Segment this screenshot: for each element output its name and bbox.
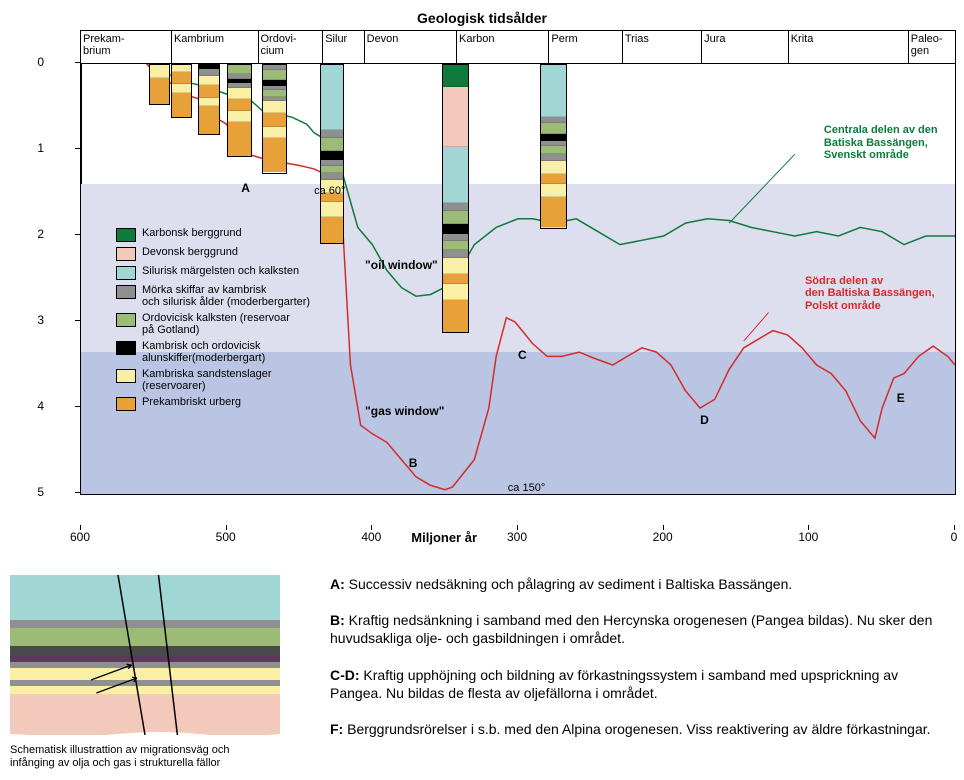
chart-title: Geologisk tidsålder [10, 10, 954, 26]
note-F: F: Berggrundsrörelser i s.b. med den Alp… [330, 720, 954, 738]
x-tick-400: 400 [351, 530, 391, 544]
period-prekambrium: Prekam-brium [81, 31, 171, 63]
annotation-D: D [700, 413, 709, 427]
y-axis-area: Djup, km 012345 [10, 30, 80, 530]
legend-item-alum: Kambrisk och ordovicisk alunskiffer(mode… [116, 340, 310, 364]
x-axis-label: Miljoner år [394, 530, 494, 545]
x-tick-600: 600 [60, 530, 100, 544]
x-axis-area: 6005004003002001000Miljoner år [80, 530, 954, 565]
red-curve-label: Södra delen av den Baltiska Bassängen, P… [805, 275, 935, 313]
annotation-C: C [518, 348, 527, 362]
note-B: B: Kraftig nedsänkning i samband med den… [330, 611, 954, 647]
legend-item-carbon: Karbonsk berggrund [116, 227, 310, 242]
annotation-B: B [409, 456, 418, 470]
y-tick-2: 2 [19, 227, 44, 241]
y-tick-5: 5 [19, 485, 44, 499]
period-header-row: Prekam-briumKambriumOrdovi-ciumSilurDevo… [81, 31, 955, 64]
x-tick-0: 0 [934, 530, 964, 544]
green-curve-label: Centrala delen av den Batiska Bassängen,… [824, 124, 938, 162]
period-ordovicium: Ordovi-cium [258, 31, 323, 63]
strat-column-7 [540, 64, 567, 229]
period-devon: Devon [364, 31, 456, 63]
period-perm: Perm [548, 31, 621, 63]
notes: A: Successiv nedsäkning och pålagring av… [310, 575, 954, 770]
period-paleogen: Paleo-gen [908, 31, 964, 63]
inset-panel: Schematisk illustrattion av migrationsvä… [10, 575, 310, 770]
inset-caption: Schematisk illustrattion av migrationsvä… [10, 744, 270, 770]
annotation-A: A [241, 181, 250, 195]
x-tick-100: 100 [788, 530, 828, 544]
oil-window-label: "oil window" [365, 258, 438, 272]
note-C-D: C-D: Kraftig upphöjning och bildning av … [330, 666, 954, 702]
y-tick-1: 1 [19, 141, 44, 155]
legend-item-camb_sand: Kambriska sandstenslager (reservoarer) [116, 368, 310, 392]
period-krita: Krita [788, 31, 908, 63]
period-silur: Silur [322, 31, 363, 63]
y-tick-4: 4 [19, 399, 44, 413]
plot-area: Karbonsk berggrund Devonsk berggrund Silur… [81, 64, 955, 494]
period-kambrium: Kambrium [171, 31, 258, 63]
x-tick-300: 300 [497, 530, 537, 544]
annotation-ca60°: ca 60° [314, 185, 345, 197]
y-tick-0: 0 [19, 55, 44, 69]
x-tick-500: 500 [206, 530, 246, 544]
legend-item-devon: Devonsk berggrund [116, 246, 310, 261]
inset-illustration [10, 575, 280, 735]
period-jura: Jura [701, 31, 788, 63]
note-A: A: Successiv nedsäkning och pålagring av… [330, 575, 954, 593]
legend-item-precamb: Prekambriskt urberg [116, 396, 310, 411]
legend-item-ordov: Ordovicisk kalksten (reservoar på Gotlan… [116, 312, 310, 336]
strat-column-6 [442, 64, 469, 333]
strat-column-4 [262, 64, 287, 174]
period-karbon: Karbon [456, 31, 548, 63]
strat-column-0 [149, 64, 170, 105]
strat-column-3 [227, 64, 252, 157]
strat-column-1 [171, 64, 192, 118]
gas-window-label: "gas window" [365, 404, 444, 418]
legend: Karbonsk berggrund Devonsk berggrund Silur… [116, 227, 310, 415]
strat-column-2 [198, 64, 220, 135]
chart: Prekam-briumKambriumOrdovi-ciumSilurDevo… [80, 30, 956, 495]
legend-item-silur: Silurisk märgelsten och kalksten [116, 265, 310, 280]
y-tick-3: 3 [19, 313, 44, 327]
annotation-E: E [897, 391, 905, 405]
period-trias: Trias [622, 31, 701, 63]
legend-item-dark_shale: Mörka skiffar av kambrisk och silurisk å… [116, 284, 310, 308]
annotation-ca150°: ca 150° [508, 482, 545, 494]
x-tick-200: 200 [643, 530, 683, 544]
strat-column-5 [320, 64, 344, 244]
